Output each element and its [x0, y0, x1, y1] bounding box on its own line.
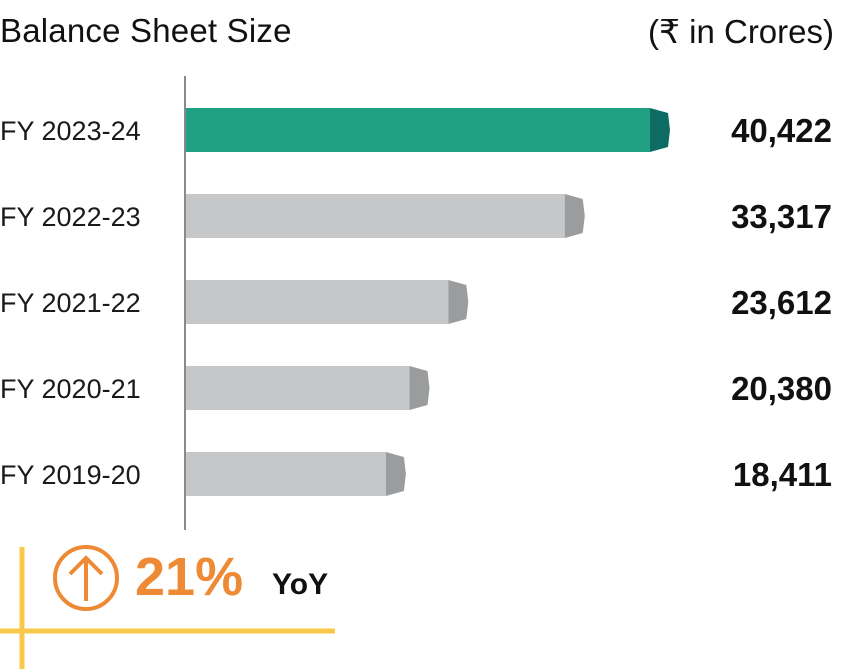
yoy-label: YoY [272, 568, 329, 601]
category-label: FY 2020-21 [0, 374, 141, 404]
value-label: 33,317 [731, 198, 832, 235]
category-label: FY 2022-23 [0, 202, 141, 232]
bar-chart: FY 2023-24 40,422 FY 2022-23 33,317 FY 2021-… [0, 76, 832, 530]
category-label: FY 2019-20 [0, 460, 141, 490]
chart-title: Balance Sheet Size [0, 12, 292, 49]
bar-fy-2019-20 [185, 452, 386, 496]
bar-cap [650, 108, 670, 152]
bar-cap [564, 194, 585, 238]
category-label: FY 2023-24 [0, 116, 141, 146]
bar-cap [409, 366, 430, 410]
bar-fy-2023-24 [185, 108, 650, 152]
arrow-up-circle-icon [53, 545, 119, 611]
bar-fy-2021-22 [185, 280, 449, 324]
bar-cap [448, 280, 469, 324]
unit-label: (₹ in Crores) [647, 13, 834, 50]
bar-fy-2022-23 [185, 194, 565, 238]
value-label: 20,380 [731, 370, 832, 407]
value-label: 40,422 [731, 112, 832, 149]
yoy-decoration [0, 545, 335, 669]
yoy-percent: 21% [135, 547, 244, 607]
value-label: 23,612 [731, 284, 832, 321]
value-label: 18,411 [733, 456, 832, 493]
bar-cap [385, 452, 406, 496]
bar-fy-2020-21 [185, 366, 410, 410]
category-label: FY 2021-22 [0, 288, 141, 318]
